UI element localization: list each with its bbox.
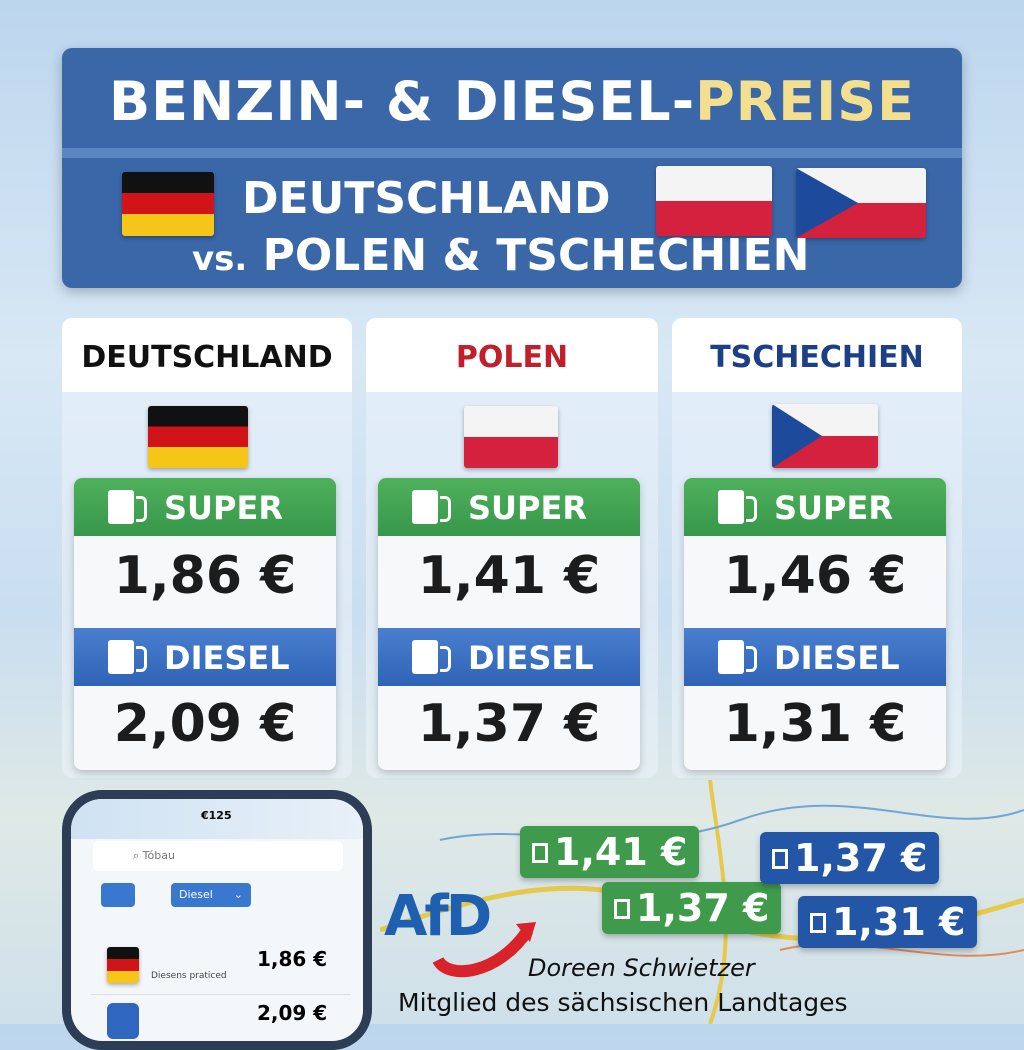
row2-price: 2,09 € <box>257 1001 328 1025</box>
map-price-bubble: 1,37 € <box>760 832 940 884</box>
subtitle-countries: POLEN & TSCHECHIEN <box>262 230 810 281</box>
fuel-pump-icon <box>772 849 788 869</box>
fuel-pump-icon <box>412 640 451 674</box>
column-polen: POLEN SUPER 1,41 € DIESEL 1,37 € <box>366 318 658 778</box>
price-card: SUPER 1,86 € DIESEL 2,09 € <box>74 478 336 770</box>
map-price-bubble: 1,31 € <box>798 896 978 948</box>
fuel-pump-icon <box>532 843 548 863</box>
fuel-select[interactable]: Diesel ⌄ <box>171 883 251 907</box>
diesel-price: 1,37 € <box>417 694 601 754</box>
row1-price: 1,86 € <box>257 947 328 971</box>
title-part1: BENZIN- & DIESEL- <box>108 70 696 133</box>
super-label: SUPER <box>74 478 336 536</box>
subtitle-line2: vs. POLEN & TSCHECHIEN <box>192 230 809 281</box>
divider <box>62 148 962 158</box>
germany-flag-icon <box>107 947 139 983</box>
super-label: SUPER <box>684 478 946 536</box>
price-card: SUPER 1,46 € DIESEL 1,31 € <box>684 478 946 770</box>
czech-flag-icon <box>772 404 878 468</box>
title-panel: BENZIN- & DIESEL-PREISE DEUTSCHLAND vs. … <box>62 48 962 288</box>
map-price-bubble: 1,37 € <box>602 882 782 934</box>
czech-flag-icon <box>796 168 926 238</box>
diesel-label-text: DIESEL <box>468 639 594 677</box>
search-icon: ⌕ <box>133 849 143 862</box>
diesel-label: DIESEL <box>378 628 640 686</box>
row-caption: Diesens praticed <box>151 971 227 981</box>
column-tschechien: TSCHECHIEN SUPER 1,46 € DIESEL 1,31 € <box>672 318 962 778</box>
super-label-text: SUPER <box>774 489 893 527</box>
bubble-price: 1,37 € <box>794 836 928 880</box>
title-part2: PREISE <box>695 70 916 133</box>
fuel-pump-icon <box>108 640 147 674</box>
author-role: Mitglied des sächsischen Landtages <box>398 988 848 1017</box>
afd-logo: AfD <box>384 884 492 949</box>
bubble-price: 1,31 € <box>832 900 966 944</box>
search-input[interactable]: ⌕ Tóbau <box>93 841 343 871</box>
column-title: POLEN <box>366 318 658 392</box>
diesel-label-text: DIESEL <box>774 639 900 677</box>
fuel-select-value: Diesel <box>179 888 213 901</box>
column-deutschland: DEUTSCHLAND SUPER 1,86 € DIESEL 2,09 € <box>62 318 352 778</box>
germany-flag-icon <box>122 172 214 236</box>
chevron-down-icon: ⌄ <box>233 888 243 901</box>
diesel-price: 2,09 € <box>113 694 297 754</box>
poland-flag-icon <box>464 406 558 468</box>
fuel-pump-icon <box>108 490 147 524</box>
fuel-pump-icon <box>810 913 826 933</box>
page-title: BENZIN- & DIESEL-PREISE <box>62 70 962 133</box>
diesel-label: DIESEL <box>684 628 946 686</box>
column-title: TSCHECHIEN <box>672 318 962 392</box>
phone-mockup: €125 ⌕ Tóbau Diesel ⌄ Diesens praticed 1… <box>62 790 372 1050</box>
germany-flag-icon <box>148 406 248 468</box>
fuel-pump-icon <box>107 1003 139 1039</box>
super-label-text: SUPER <box>468 489 587 527</box>
status-time: €125 <box>201 809 232 822</box>
diesel-label-text: DIESEL <box>164 639 290 677</box>
map-price-bubble: 1,41 € <box>520 826 700 878</box>
fuel-pump-icon <box>412 490 451 524</box>
fuel-pump-icon <box>614 899 630 919</box>
logo-arrow-icon <box>432 922 536 978</box>
search-placeholder: Tóbau <box>142 849 175 862</box>
poland-flag-icon <box>656 166 772 236</box>
diesel-label: DIESEL <box>74 628 336 686</box>
fuel-pump-icon <box>718 490 757 524</box>
price-card: SUPER 1,41 € DIESEL 1,37 € <box>378 478 640 770</box>
subtitle-line1: DEUTSCHLAND <box>242 173 611 224</box>
author-name: Doreen Schwietzer <box>528 954 755 982</box>
subtitle-vs: vs. <box>192 239 248 279</box>
super-label-text: SUPER <box>164 489 283 527</box>
super-price: 1,86 € <box>113 546 297 606</box>
map-button[interactable] <box>101 883 135 907</box>
diesel-price: 1,31 € <box>723 694 907 754</box>
fuel-pump-icon <box>718 640 757 674</box>
bubble-price: 1,41 € <box>554 830 688 874</box>
bubble-price: 1,37 € <box>636 886 770 930</box>
super-price: 1,46 € <box>723 546 907 606</box>
super-price: 1,41 € <box>417 546 601 606</box>
column-title: DEUTSCHLAND <box>62 318 352 392</box>
super-label: SUPER <box>378 478 640 536</box>
